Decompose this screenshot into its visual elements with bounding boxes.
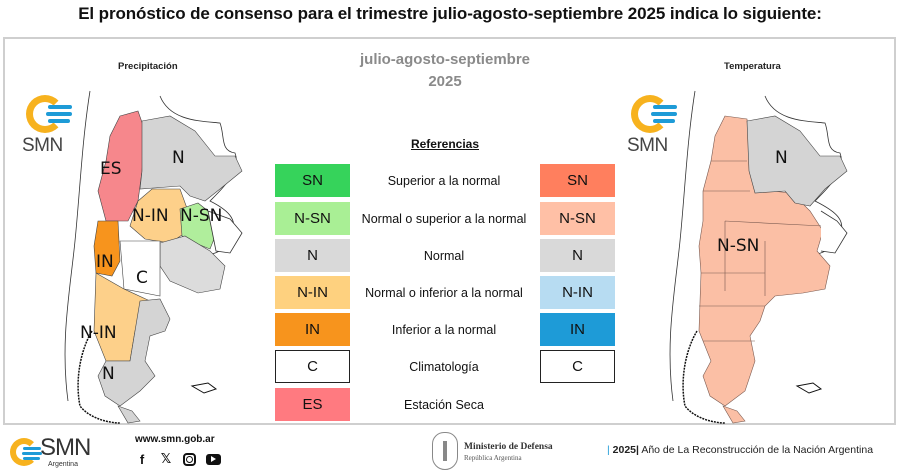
legend-label: Normal xyxy=(423,248,465,263)
region-label: C xyxy=(136,268,148,288)
smn-logo-precipitation: SMN xyxy=(18,91,78,161)
smn-wave-icon xyxy=(653,105,677,109)
legend-label: Normal o superior a la normal xyxy=(361,211,527,226)
temperature-map: N N-SN xyxy=(669,90,848,424)
precipitation-map: ES N N-IN N-SN IN C N-IN N xyxy=(64,90,243,424)
temperature-swatch: N-SN xyxy=(540,202,615,235)
legend-row: N-SN Normal o superior a la normal N-SN xyxy=(275,202,617,235)
temperature-swatch: C xyxy=(540,350,615,383)
smn-sun-ring-icon xyxy=(10,438,38,466)
x-icon[interactable]: 𝕏 xyxy=(160,451,172,466)
smn-sun-ring-icon xyxy=(26,95,64,133)
period-months: julio-agosto-septiembre xyxy=(359,51,531,68)
region-label: ES xyxy=(100,159,122,179)
legend-row: N-IN Normal o inferior a la normal N-IN xyxy=(275,276,617,309)
smn-logo-text: SMN xyxy=(627,135,668,156)
legend-label: Normal o inferior a la normal xyxy=(365,285,523,300)
legend-row: C Climatología C xyxy=(275,350,617,383)
page-headline: El pronóstico de consenso para el trimes… xyxy=(78,4,822,23)
legend-label: Estación Seca xyxy=(404,397,484,412)
precipitation-swatch: C xyxy=(275,350,350,383)
legend-label: Inferior a la normal xyxy=(391,322,497,337)
region-label: N-SN xyxy=(180,206,222,226)
legend-row: IN Inferior a la normal IN xyxy=(275,313,617,346)
temperature-swatch: SN xyxy=(540,164,615,197)
facebook-icon[interactable]: f xyxy=(139,451,145,467)
temperature-title: Temperatura xyxy=(724,61,781,72)
legend-row: ES Estación Seca xyxy=(275,388,617,421)
smn-sun-ring-icon xyxy=(631,95,669,133)
footer-logo-name: SMN xyxy=(40,434,91,461)
legend-label: Climatología xyxy=(409,359,479,374)
temperature-swatch: N-IN xyxy=(540,276,615,309)
precipitation-swatch: IN xyxy=(275,313,350,346)
period-title: julio-agosto-septiembre 2025 xyxy=(305,49,585,93)
smn-wave-icon xyxy=(653,119,675,123)
website-link[interactable]: www.smn.gob.ar xyxy=(135,434,215,445)
smn-wave-icon xyxy=(23,447,41,450)
youtube-icon[interactable] xyxy=(206,453,221,465)
ministry-name: Ministerio de Defensa xyxy=(464,442,553,452)
smn-wave-icon xyxy=(651,112,677,116)
smn-wave-icon xyxy=(46,112,72,116)
region-label: N xyxy=(172,148,185,168)
period-year: 2025 xyxy=(428,73,462,90)
smn-wave-icon xyxy=(23,457,40,460)
precipitation-swatch: N xyxy=(275,239,350,272)
temperature-swatch: IN xyxy=(540,313,615,346)
footer-logo-sub: Argentina xyxy=(48,461,78,468)
motto-text: Año de La Reconstrucción de la Nación Ar… xyxy=(641,444,874,456)
region-label: IN xyxy=(96,252,114,272)
legend-title: Referencias xyxy=(410,137,480,151)
ministry-subtitle: República Argentina xyxy=(464,454,522,462)
temperature-swatch: N xyxy=(540,239,615,272)
region-label: N-IN xyxy=(80,323,117,343)
legend-row: SN Superior a la normal SN xyxy=(275,164,617,197)
precipitation-swatch: SN xyxy=(275,164,350,197)
precipitation-title: Precipitación xyxy=(118,61,178,72)
legend-row: N Normal N xyxy=(275,239,617,272)
legend-label: Superior a la normal xyxy=(387,173,501,188)
forecast-panel: Precipitación SMN ES xyxy=(3,37,896,425)
precipitation-swatch: N-IN xyxy=(275,276,350,309)
smn-logo-text: SMN xyxy=(22,135,63,156)
social-links: f 𝕏 xyxy=(135,451,221,467)
footer-smn-logo: SMN Argentina xyxy=(10,434,120,470)
footer: SMN Argentina www.smn.gob.ar f 𝕏 Ministe… xyxy=(0,428,900,472)
coat-of-arms-icon xyxy=(432,432,458,470)
region-label: N xyxy=(775,148,788,168)
region-label: N-SN xyxy=(717,236,759,256)
region-label: N xyxy=(102,364,115,384)
region-label: N-IN xyxy=(132,206,169,226)
instagram-icon[interactable] xyxy=(183,452,196,466)
motto: | 2025| Año de La Reconstrucción de la N… xyxy=(607,444,874,456)
motto-year: 2025 xyxy=(612,444,637,456)
smn-wave-icon xyxy=(48,105,72,109)
smn-wave-icon xyxy=(22,452,42,455)
precipitation-swatch: N-SN xyxy=(275,202,350,235)
smn-logo-temperature: SMN xyxy=(623,91,683,161)
smn-wave-icon xyxy=(48,119,70,123)
precipitation-swatch: ES xyxy=(275,388,350,421)
